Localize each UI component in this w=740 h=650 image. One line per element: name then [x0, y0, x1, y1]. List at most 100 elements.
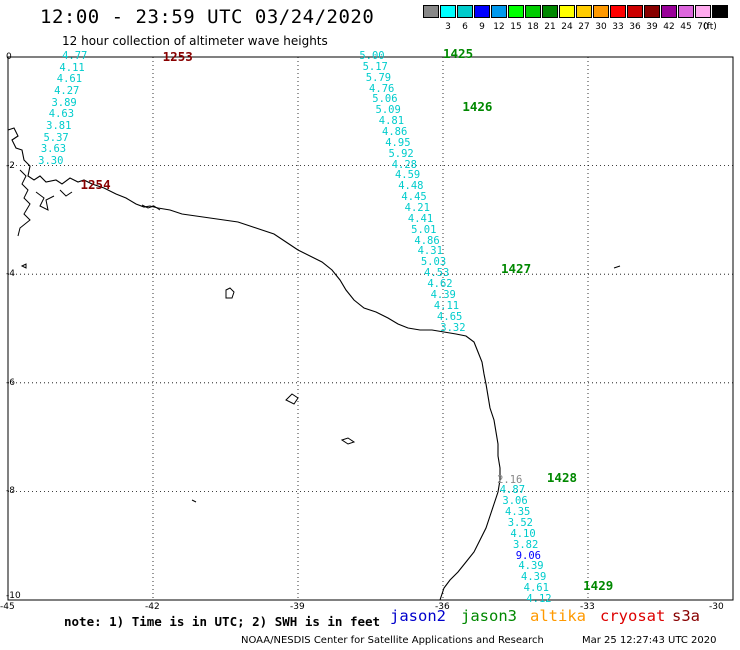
swh-value: 3.06	[502, 495, 528, 508]
colorbar-swatch	[423, 5, 439, 18]
lat-tick-label: -2	[6, 160, 15, 171]
colorbar-swatch	[712, 5, 728, 18]
swh-value: 3.82	[513, 538, 539, 551]
lon-tick-label: -42	[145, 602, 160, 612]
lake-4	[20, 263, 27, 269]
swh-value: 4.11	[59, 61, 85, 74]
colorbar-swatch	[678, 5, 694, 18]
swh-value: 4.81	[378, 115, 405, 128]
swh-value: 4.86	[382, 126, 408, 139]
pass-label: 1253	[162, 49, 193, 64]
swh-value: 4.11	[433, 299, 460, 312]
legend-entry: s3a	[672, 607, 700, 625]
colorbar-swatch	[627, 5, 643, 18]
swh-value: 5.01	[411, 223, 437, 236]
colorbar-label: 27	[578, 22, 590, 32]
lat-tick-label: -10	[6, 591, 21, 601]
swh-value: 4.77	[62, 50, 88, 62]
colorbar-swatch	[559, 5, 575, 18]
swh-value: 4.45	[401, 191, 427, 204]
swh-value: 4.59	[394, 169, 421, 182]
swh-value: 4.63	[48, 108, 75, 121]
lon-tick-label: -30	[709, 602, 724, 612]
swh-value: 5.00	[359, 50, 385, 62]
swh-value: 4.53	[424, 267, 450, 280]
colorbar-label: 3	[445, 22, 451, 32]
swh-value: 4.39	[521, 571, 547, 584]
swh-value: 4.61	[523, 582, 549, 595]
swh-value: 5.37	[43, 131, 69, 144]
map-title: 12:00 - 23:59 UTC 03/24/2020	[40, 6, 375, 28]
colorbar-label: 24	[561, 22, 573, 32]
swh-value: 3.52	[507, 516, 533, 529]
swh-value: 4.48	[398, 180, 424, 193]
colorbar-swatch	[525, 5, 541, 18]
swh-value: 4.41	[407, 212, 434, 225]
colorbar-swatch	[661, 5, 677, 18]
legend-entry: altika	[530, 607, 586, 625]
swh-value: 4.61	[56, 73, 83, 86]
colorbar-label: 33	[612, 22, 624, 32]
swh-value: 4.35	[505, 506, 531, 519]
island-east	[141, 204, 161, 211]
colorbar-swatch	[491, 5, 507, 18]
colorbar-swatch	[474, 5, 490, 18]
colorbar-label: 45	[680, 22, 692, 32]
swh-value: 4.76	[369, 82, 395, 95]
colorbar-label: 70	[697, 22, 709, 32]
swh-value: 4.12	[526, 593, 552, 605]
pass-label: 1429	[583, 578, 614, 594]
swh-value: 4.86	[414, 234, 440, 247]
swh-value: 3.63	[40, 143, 67, 156]
swh-value: 4.62	[427, 278, 453, 291]
swh-value: 3.89	[51, 96, 77, 109]
swh-value: 4.31	[417, 245, 443, 258]
colorbar-label: 42	[663, 22, 675, 32]
swh-value: 4.65	[437, 310, 463, 323]
swh-value: 5.92	[388, 147, 414, 160]
colorbar-label: 18	[527, 22, 539, 32]
swh-value: 4.39	[430, 288, 456, 301]
colorbar-label: 6	[462, 22, 468, 32]
swh-value: 4.27	[54, 85, 80, 98]
colorbar-swatch	[695, 5, 711, 18]
colorbar-label: 36	[629, 22, 641, 32]
graticule	[8, 57, 733, 600]
lat-tick-label: -4	[6, 269, 15, 280]
lake-3	[340, 437, 356, 445]
swh-value: 4.10	[510, 527, 536, 540]
colorbar-label: 21	[544, 22, 556, 32]
colorbar-label: 12	[493, 22, 505, 32]
legend-entry: jason2	[390, 607, 446, 625]
colorbar-label: 39	[646, 22, 658, 32]
legend-entry: jason3	[461, 607, 517, 625]
coastline-bay-detail	[17, 169, 73, 237]
colorbar-label: 30	[595, 22, 607, 32]
map-note: note: 1) Time is in UTC; 2) SWH is in fe…	[64, 614, 381, 629]
island-atlantic	[613, 265, 621, 269]
coastline-brazil	[7, 127, 501, 601]
colorbar-swatch	[457, 5, 473, 18]
map-frame	[7, 56, 734, 601]
lat-tick-label: -8	[6, 486, 15, 497]
lon-tick-label: -36	[435, 602, 450, 612]
colorbar-unit: (ft)	[703, 22, 717, 32]
lat-tick-label: -6	[6, 377, 15, 388]
lon-tick-label: -45	[0, 602, 15, 612]
footer-timestamp: Mar 25 12:27:43 UTC 2020	[582, 635, 717, 646]
swh-value: 5.17	[362, 60, 388, 73]
pass-label: 1428	[546, 469, 578, 485]
pass-label: 1427	[501, 260, 532, 276]
lon-tick-label: -39	[290, 602, 305, 612]
lat-tick-label: 0	[6, 52, 12, 62]
swh-value: 4.21	[404, 202, 430, 215]
swh-value: 5.06	[372, 93, 398, 106]
colorbar-swatch	[440, 5, 456, 18]
swh-value: 9.06	[515, 549, 541, 562]
colorbar-swatch	[542, 5, 558, 18]
legend-entry: cryosat	[600, 607, 666, 625]
colorbar-swatch	[576, 5, 592, 18]
swh-value: 5.79	[365, 71, 392, 84]
colorbar-label: 9	[479, 22, 485, 32]
